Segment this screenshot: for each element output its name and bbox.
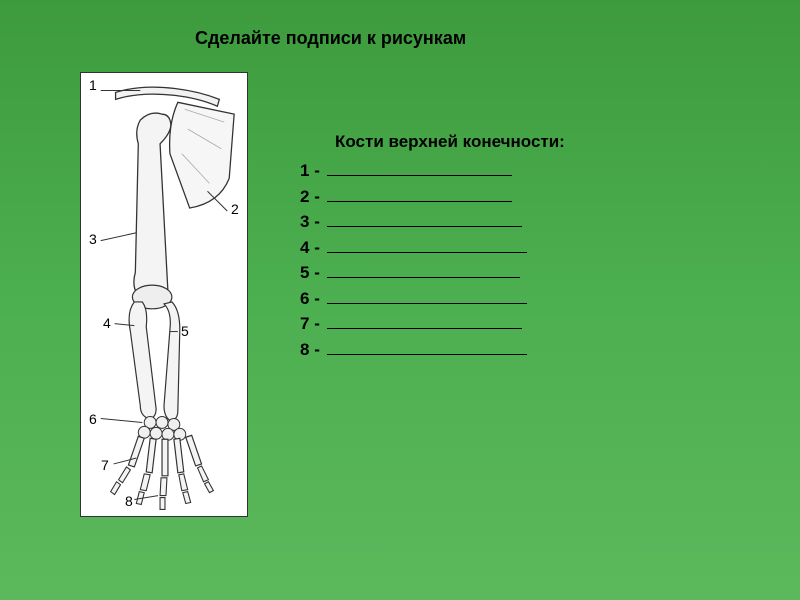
answer-row: 4 - — [300, 235, 527, 261]
carpals-shape — [138, 417, 185, 441]
answer-number: 2 — [300, 187, 309, 206]
answer-row: 1 - — [300, 158, 527, 184]
answer-blank[interactable] — [327, 185, 512, 202]
answer-number: 4 — [300, 238, 309, 257]
answer-number: 3 — [300, 212, 309, 231]
answer-number: 7 — [300, 314, 309, 333]
answer-row: 2 - — [300, 184, 527, 210]
answer-number: 6 — [300, 289, 309, 308]
scapula-shape — [170, 102, 235, 208]
answer-number: 5 — [300, 263, 309, 282]
instruction-title: Сделайте подписи к рисункам — [195, 28, 466, 49]
answer-row: 7 - — [300, 311, 527, 337]
radius-shape — [164, 302, 180, 421]
diagram-label-7: 7 — [101, 457, 109, 473]
answer-number: 1 — [300, 161, 309, 180]
diagram-label-5: 5 — [181, 323, 189, 339]
diagram-label-6: 6 — [89, 411, 97, 427]
upper-limb-diagram — [81, 73, 247, 516]
diagram-label-8: 8 — [125, 493, 133, 509]
answer-row: 8 - — [300, 337, 527, 363]
diagram-label-3: 3 — [89, 231, 97, 247]
diagram-label-2: 2 — [231, 201, 239, 217]
answer-blank[interactable] — [327, 236, 527, 253]
diagram-label-4: 4 — [103, 315, 111, 331]
answer-number: 8 — [300, 340, 309, 359]
diagram-panel: 1 2 3 4 5 6 7 8 — [80, 72, 248, 517]
answer-blank[interactable] — [327, 210, 522, 227]
answer-row: 5 - — [300, 260, 527, 286]
diagram-label-1: 1 — [89, 77, 97, 93]
answer-row: 6 - — [300, 286, 527, 312]
humerus-shape — [134, 113, 171, 302]
answer-list: 1 - 2 - 3 - 4 - 5 - 6 - 7 - 8 - — [300, 158, 527, 362]
answer-blank[interactable] — [327, 287, 527, 304]
leader-6 — [101, 419, 143, 423]
answer-blank[interactable] — [327, 312, 522, 329]
leader-3 — [101, 233, 137, 241]
list-title: Кости верхней конечности: — [335, 132, 565, 152]
answer-row: 3 - — [300, 209, 527, 235]
ulna-shape — [129, 302, 156, 419]
answer-blank[interactable] — [327, 261, 520, 278]
answer-blank[interactable] — [327, 159, 512, 176]
answer-blank[interactable] — [327, 338, 527, 355]
metacarpals-shape — [128, 435, 201, 476]
